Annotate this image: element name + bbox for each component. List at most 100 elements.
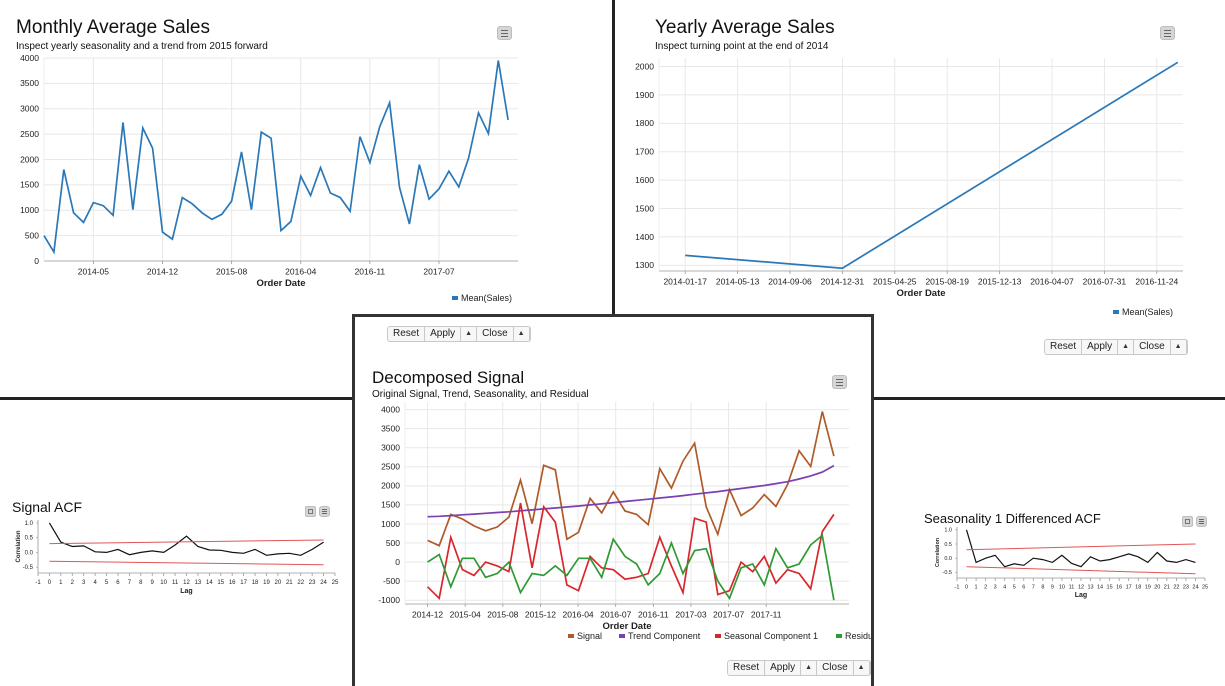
y-tick-label: 1000 [20, 205, 39, 215]
expand-icon[interactable] [1182, 516, 1193, 527]
x-tick-label: 23 [1183, 585, 1189, 591]
x-tick-label: 24 [1192, 585, 1198, 591]
close-dropdown-icon[interactable]: ▲ [1171, 340, 1187, 354]
x-tick-label: 2016-11-24 [1135, 277, 1178, 287]
y-tick-label: 3500 [381, 424, 400, 434]
x-tick-label: 24 [320, 580, 327, 586]
series-line [965, 529, 1196, 568]
decomposed-signal-panel: Reset Apply ▲ Close ▲ Decomposed Signal … [352, 314, 874, 686]
chart-menu-icon[interactable] [319, 506, 330, 517]
apply-dropdown-icon[interactable]: ▲ [461, 327, 478, 341]
yearly-sales-chart: 1300 1400 1500 1600 1700 1800 1900 2000 2014-01-… [635, 58, 1183, 317]
x-tick-label: 2017-07 [423, 267, 454, 277]
series-line [43, 60, 509, 255]
signal-acf-panel: Signal ACF -0.5 0.0 0.5 1.0 -1 0 1 2 3 4 5 6 7 8 9 10 11… [0, 400, 352, 686]
y-tick-label: 1700 [635, 147, 654, 157]
x-tick-label: 2016-11 [355, 267, 386, 277]
close-button[interactable]: Close [1134, 340, 1171, 354]
x-tick-label: 21 [1164, 585, 1170, 591]
x-tick-label: 13 [1087, 585, 1093, 591]
expand-icon[interactable] [305, 506, 316, 517]
x-tick-label: 2016-04 [285, 267, 316, 277]
x-tick-label: 11 [1069, 585, 1075, 591]
apply-button[interactable]: Apply [765, 661, 802, 675]
y-tick-label: 2000 [381, 481, 400, 491]
monthly-sales-chart: 0 500 1000 1500 2000 2500 3000 3500 4000 2014-05 2… [20, 53, 518, 303]
x-tick-label: 18 [252, 580, 259, 586]
reset-button[interactable]: Reset [1045, 340, 1083, 354]
y-tick-label: 2000 [635, 61, 654, 71]
x-tick-label: 3 [82, 580, 86, 586]
x-tick-label: -1 [35, 580, 41, 586]
apply-button[interactable]: Apply [425, 327, 462, 341]
legend-swatch [1113, 310, 1119, 314]
x-tick-label: 11 [172, 580, 179, 586]
x-tick-label: 2017-11 [751, 610, 782, 620]
x-tick-label: 5 [105, 580, 109, 586]
reset-button[interactable]: Reset [728, 661, 766, 675]
x-tick-label: 2016-04-07 [1030, 277, 1074, 287]
y-tick-label: 500 [386, 538, 400, 548]
y-tick-label: 0 [34, 256, 39, 266]
x-tick-label: 2017-07 [713, 610, 744, 620]
x-axis-label: Order Date [896, 288, 945, 299]
reset-button[interactable]: Reset [388, 327, 426, 341]
x-tick-label: 23 [309, 580, 316, 586]
x-tick-label: 10 [160, 580, 167, 586]
chart-menu-icon[interactable] [1196, 516, 1207, 527]
chart-menu-icon[interactable] [832, 375, 847, 389]
chart-subtitle: Inspect yearly seasonality and a trend f… [16, 41, 268, 52]
x-tick-label: 16 [229, 580, 236, 586]
chart-menu-icon[interactable] [497, 26, 512, 40]
x-tick-label: 2015-12-13 [978, 277, 1022, 287]
x-tick-label: 2016-11 [638, 610, 669, 620]
legend-swatch [568, 634, 574, 638]
x-tick-label: 6 [116, 580, 120, 586]
y-axis-label: Correlation [16, 530, 22, 562]
x-tick-label: 8 [1041, 585, 1044, 591]
apply-dropdown-icon[interactable]: ▲ [1118, 340, 1135, 354]
legend-swatch [836, 634, 842, 638]
x-tick-label: 20 [1154, 585, 1160, 591]
decomposed-signal-chart: -1000 -500 0 500 1000 1500 2000 2500 3000 3500 400… [378, 402, 871, 641]
y-tick-label: -1000 [378, 595, 400, 605]
series-line [427, 464, 835, 518]
close-dropdown-icon[interactable]: ▲ [514, 327, 530, 341]
x-tick-label: 10 [1059, 585, 1065, 591]
y-tick-label: 4000 [381, 404, 400, 414]
y-axis-label: Correlation [935, 537, 941, 567]
x-tick-label: 21 [286, 580, 293, 586]
seasonality-acf-panel: Seasonality 1 Differenced ACF -0.5 0.0 0.5… [874, 400, 1225, 686]
x-tick-label: 19 [263, 580, 270, 586]
legend-label: Mean(Sales) [461, 293, 512, 303]
y-tick-label: 3000 [20, 104, 39, 114]
close-button[interactable]: Close [477, 327, 514, 341]
x-axis-label: Lag [180, 588, 192, 595]
x-tick-label: 8 [139, 580, 143, 586]
chart-menu-icon[interactable] [1160, 26, 1175, 40]
apply-dropdown-icon[interactable]: ▲ [801, 661, 818, 675]
x-axis-label: Order Date [602, 621, 651, 632]
y-tick-label: -500 [383, 576, 400, 586]
x-tick-label: 0 [965, 585, 968, 591]
y-tick-label: 4000 [20, 53, 39, 63]
apply-button[interactable]: Apply [1082, 340, 1119, 354]
y-tick-label: 0.0 [25, 550, 34, 556]
legend-label: Seasonal Component 1 [724, 631, 818, 641]
series-line [49, 539, 324, 545]
y-tick-label: 500 [25, 230, 39, 240]
close-dropdown-icon[interactable]: ▲ [854, 661, 870, 675]
x-tick-label: 4 [93, 580, 97, 586]
x-tick-label: 3 [994, 585, 997, 591]
legend-swatch [452, 296, 458, 300]
x-tick-label: 19 [1145, 585, 1151, 591]
x-tick-label: 2 [71, 580, 75, 586]
x-tick-label: 12 [183, 580, 190, 586]
signal-acf-chart: -0.50.00.51.0-1 0 1 2 3 4 5 6 7 8 9 10 11 12 13 14 15 16 1… [16, 520, 339, 595]
x-tick-label: 5 [1013, 585, 1016, 591]
x-tick-label: 2014-12 [412, 610, 443, 620]
x-tick-label: 20 [275, 580, 282, 586]
y-tick-label: 1500 [20, 180, 39, 190]
close-button[interactable]: Close [817, 661, 854, 675]
x-tick-label: 2015-08 [487, 610, 518, 620]
